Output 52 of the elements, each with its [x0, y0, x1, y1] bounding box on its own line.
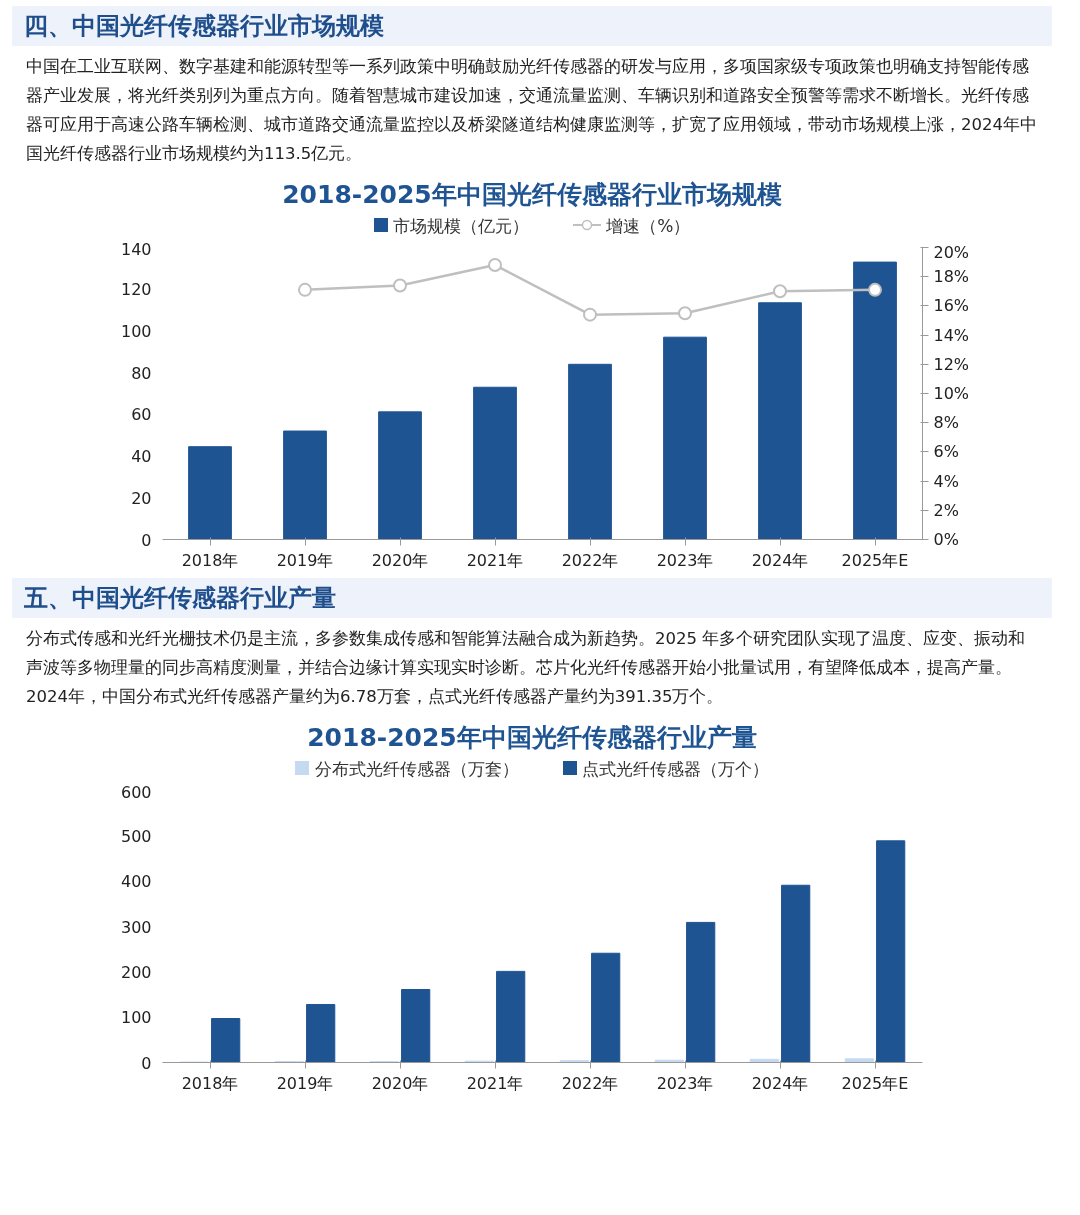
- y-tick-label: 80: [131, 363, 152, 383]
- y2-tick-label: 10%: [933, 384, 970, 403]
- y-tick-label: 20: [131, 488, 152, 508]
- x-tick-label: 2021年: [466, 1073, 524, 1093]
- y2-tick-label: 18%: [933, 267, 970, 287]
- y2-tick-label: 0%: [933, 530, 959, 549]
- y2-tick-label: 6%: [933, 442, 959, 462]
- y-tick-label: 200: [120, 962, 152, 982]
- text: 分布式传感和光纤光栅技术仍是主流，多参数集成传感和智能算法融合成为新趋势。2025 年多个研究团队实现了温度、应变、振动和声波等多物理量的同步高精度测量，并结合边缘计算实现实时诊断。芯片化光纤传感器开始小批量试用，有望降低成本，提高产量。2024年，中国分布式光纤传感器产量约为6.78万套，点式光纤传感器产量约为391.35万个。: [25, 628, 1027, 708]
- y2-tick-label: 14%: [933, 325, 970, 345]
- y2-tick-label: 20%: [933, 242, 970, 262]
- y2-tick-label: 12%: [933, 354, 970, 374]
- x-tick-label: 2023年: [656, 1073, 714, 1093]
- x-tick-label: 2019年: [276, 1073, 334, 1093]
- text: 四、中国光纤传感器行业市场规模: [12, 6, 1052, 46]
- y-tick-label: 100: [120, 1008, 152, 1028]
- y-tick-label: 0: [141, 530, 152, 550]
- x-tick-label: 2024年: [751, 1073, 809, 1093]
- legend-label: 点式光纤传感器（万个）: [581, 759, 769, 779]
- y-tick-label: 300: [120, 917, 152, 937]
- x-tick-label: 2020年: [371, 550, 429, 570]
- x-tick-label: 2024年: [751, 550, 809, 570]
- text: 中国在工业互联网、数字基建和能源转型等一系列政策中明确鼓励光纤传感器的研发与应用，多项国家级专项政策也明确支持智能传感器产业发展，将光纤类别列为重点方向。随着智慧城市建设加速，交通流量监测、车辆识别和道路安全预警等需求不断增长。光纤传感器可应用于高速公路车辆检测、城市道路交通流量监控以及桥梁隧道结构健康监测等，扩宽了应用领域，带动市场规模上涨，2024年中国光纤传感器行业市场规模约为113.5亿元。: [25, 56, 1038, 165]
- y-tick-label: 600: [120, 782, 152, 802]
- x-tick-label: 2020年: [371, 1073, 429, 1093]
- y2-tick-label: 16%: [933, 296, 970, 316]
- x-tick-label: 2022年: [561, 550, 619, 570]
- y-tick-label: 100: [120, 321, 152, 341]
- y-tick-label: 120: [120, 280, 152, 300]
- y-tick-label: 40: [131, 447, 152, 467]
- x-tick-label: 2018年: [181, 550, 239, 570]
- legend-label: 市场规模（亿元）: [392, 216, 529, 236]
- x-tick-label: 2018年: [181, 1073, 239, 1093]
- y-tick-label: 140: [120, 239, 152, 259]
- y-tick-label: 400: [120, 872, 152, 892]
- y-tick-label: 0: [141, 1053, 152, 1073]
- x-tick-label: 2025年E: [841, 550, 909, 570]
- y2-tick-label: 8%: [933, 413, 959, 433]
- chart-title: 2018-2025年中国光纤传感器行业产量: [306, 722, 758, 754]
- y-tick-label: 500: [120, 826, 152, 846]
- x-tick-label: 2021年: [466, 550, 524, 570]
- x-tick-label: 2022年: [561, 1073, 619, 1093]
- legend-label: 增速（%）: [606, 216, 691, 236]
- y-tick-label: 60: [131, 405, 152, 425]
- x-tick-label: 2023年: [656, 550, 714, 570]
- x-tick-label: 2019年: [276, 550, 334, 570]
- text: 五、中国光纤传感器行业产量: [12, 578, 1052, 618]
- x-tick-label: 2025年E: [841, 1073, 909, 1093]
- legend-label: 分布式光纤传感器（万套）: [314, 759, 519, 779]
- chart-title: 2018-2025年中国光纤传感器行业市场规模: [281, 179, 783, 211]
- y2-tick-label: 4%: [933, 471, 959, 491]
- y2-tick-label: 2%: [933, 500, 959, 520]
